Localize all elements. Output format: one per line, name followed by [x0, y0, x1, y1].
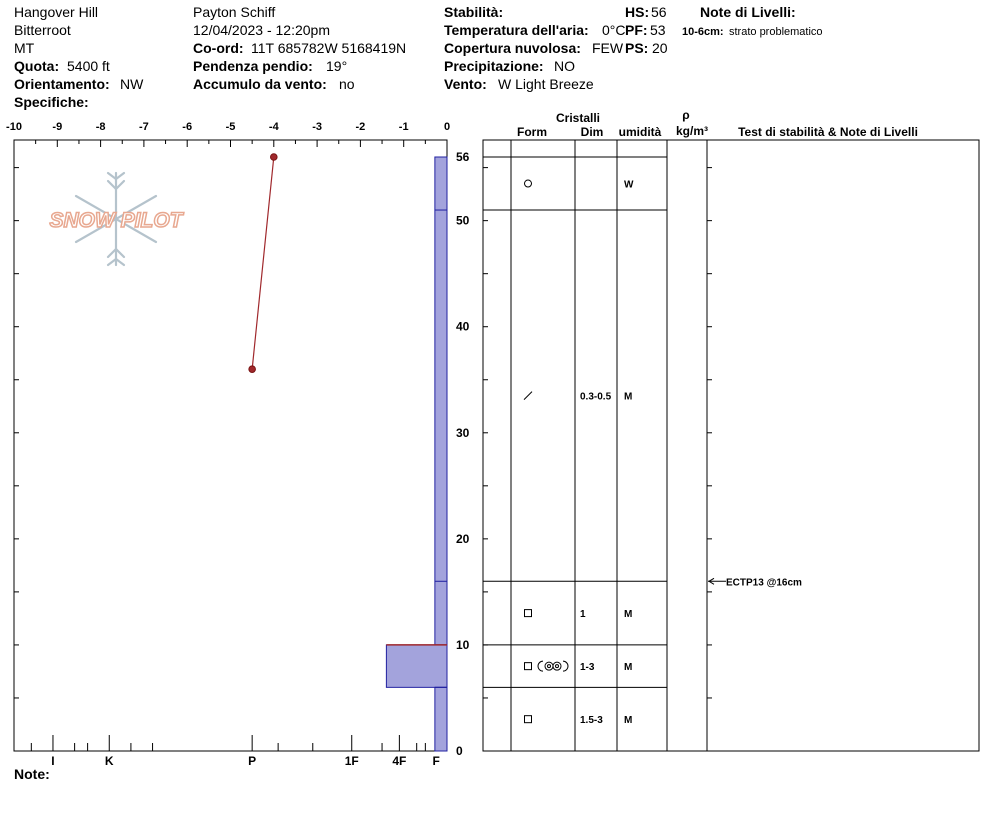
wind-label: Vento:	[444, 76, 487, 92]
layer-note-text: strato problematico	[729, 26, 823, 38]
temp-point	[270, 153, 278, 161]
stability-test-arrowhead	[708, 577, 715, 585]
hardness-tick-label: 1F	[345, 754, 359, 768]
observation-datetime: 12/04/2023 - 12:20pm	[193, 22, 330, 38]
depth-tick-label: 50	[456, 214, 470, 228]
grain-size: 1	[580, 609, 586, 620]
grain-ring-inner-icon	[547, 664, 551, 669]
temp-tick-label: -6	[182, 121, 192, 133]
air-temp-label: Temperatura dell'aria:	[444, 22, 589, 38]
cloud-value: FEW	[592, 40, 624, 56]
table-col-tests: Test di stabilità & Note di Livelli	[738, 125, 918, 139]
logo-text: SNOW PILOT	[50, 209, 185, 232]
table-col-density-unit: kg/m³	[676, 124, 708, 138]
temp-profile-line	[251, 156, 275, 370]
table-col-density-symbol: ρ	[682, 108, 689, 122]
temp-tick-label: -1	[399, 121, 409, 133]
hardness-tick-label: K	[105, 754, 114, 768]
stability-test-label: ECTP13 @16cm	[726, 577, 802, 588]
grain-facet-icon	[524, 662, 532, 671]
table-group-header: Cristalli	[556, 111, 600, 125]
observer-name: Payton Schiff	[193, 4, 276, 20]
hardness-tick-label: P	[248, 754, 256, 768]
grain-size: 1.5-3	[580, 715, 603, 726]
elevation-label: Quota:	[14, 58, 60, 74]
pf-label: PF:	[625, 22, 648, 38]
table-col-moisture: umidità	[619, 125, 662, 139]
ps-value: 20	[652, 40, 668, 56]
coord-label: Co-ord:	[193, 40, 244, 56]
temp-tick-label: -3	[312, 121, 322, 133]
pf-value: 53	[650, 22, 666, 38]
mountain-range: Bitterroot	[14, 22, 71, 38]
hardness-tick-label: F	[433, 754, 440, 768]
hardness-bar	[434, 686, 448, 752]
ps-label: PS:	[625, 40, 649, 56]
aspect-value: NW	[120, 76, 144, 92]
temp-tick-label: -7	[139, 121, 149, 133]
state: MT	[14, 40, 35, 56]
grain-paren-left-icon	[537, 660, 544, 672]
hardness-tick-label: I	[51, 754, 54, 768]
table-col-size: Dim	[581, 125, 604, 139]
layer-table-frame	[482, 139, 980, 752]
precip-value: NO	[554, 58, 575, 74]
grain-ring-icon	[544, 661, 554, 671]
grain-facet-icon	[524, 715, 532, 724]
grain-size: 0.3-0.5	[580, 392, 612, 403]
temp-tick-label: -10	[6, 121, 22, 133]
wind-value: W Light Breeze	[498, 76, 594, 92]
notes-label: Note:	[14, 766, 50, 782]
layer-note-depth: 10-6cm:	[682, 26, 724, 38]
depth-tick-label: 40	[456, 320, 470, 334]
temp-point	[248, 365, 256, 373]
moisture-value: M	[624, 609, 632, 620]
temp-tick-label: -2	[356, 121, 366, 133]
temp-tick-label: 0	[444, 121, 450, 133]
grain-facet-icon	[524, 609, 532, 618]
grain-size: 1-3	[580, 662, 595, 673]
elevation-value: 5400 ft	[67, 58, 110, 74]
hs-label: HS:	[625, 4, 650, 20]
depth-tick-label: 56	[456, 150, 470, 164]
slope-value: 19°	[326, 58, 348, 74]
location-name: Hangover Hill	[14, 4, 99, 20]
temp-tick-label: -5	[226, 121, 236, 133]
specifics-label: Specifiche:	[14, 94, 89, 110]
moisture-value: M	[624, 392, 632, 403]
precip-label: Precipitazione:	[444, 58, 544, 74]
snowpilot-logo: SNOW PILOT	[49, 171, 185, 267]
hardness-tick-label: 4F	[392, 754, 406, 768]
hardness-bar	[434, 156, 448, 646]
grain-ring-icon	[552, 661, 562, 671]
temp-tick-label: -4	[269, 121, 280, 133]
grain-round-icon	[524, 179, 532, 188]
grain-ring-inner-icon	[555, 664, 559, 669]
grain-decomposing-icon	[523, 391, 533, 401]
stability-label: Stabilità:	[444, 4, 504, 20]
hardness-bar	[385, 644, 448, 688]
depth-tick-label: 20	[456, 532, 470, 546]
hs-value: 56	[651, 4, 667, 20]
coord-value: 11T 685782W 5168419N	[251, 40, 407, 56]
moisture-value: W	[624, 180, 634, 191]
depth-tick-label: 30	[456, 426, 470, 440]
temp-tick-label: -8	[96, 121, 106, 133]
slope-label: Pendenza pendio:	[193, 58, 313, 74]
table-col-form: Form	[517, 125, 547, 139]
wind-loading-value: no	[339, 76, 355, 92]
depth-tick-label: 10	[456, 638, 470, 652]
grain-paren-right-icon	[562, 660, 569, 672]
layer-notes-label: Note di Livelli:	[700, 4, 796, 20]
depth-tick-label: 0	[456, 744, 463, 758]
aspect-label: Orientamento:	[14, 76, 110, 92]
air-temp-value: 0°C	[602, 22, 626, 38]
temp-tick-label: -9	[52, 121, 62, 133]
moisture-value: M	[624, 715, 632, 726]
wind-loading-label: Accumulo da vento:	[193, 76, 327, 92]
cloud-label: Copertura nuvolosa:	[444, 40, 581, 56]
moisture-value: M	[624, 662, 632, 673]
